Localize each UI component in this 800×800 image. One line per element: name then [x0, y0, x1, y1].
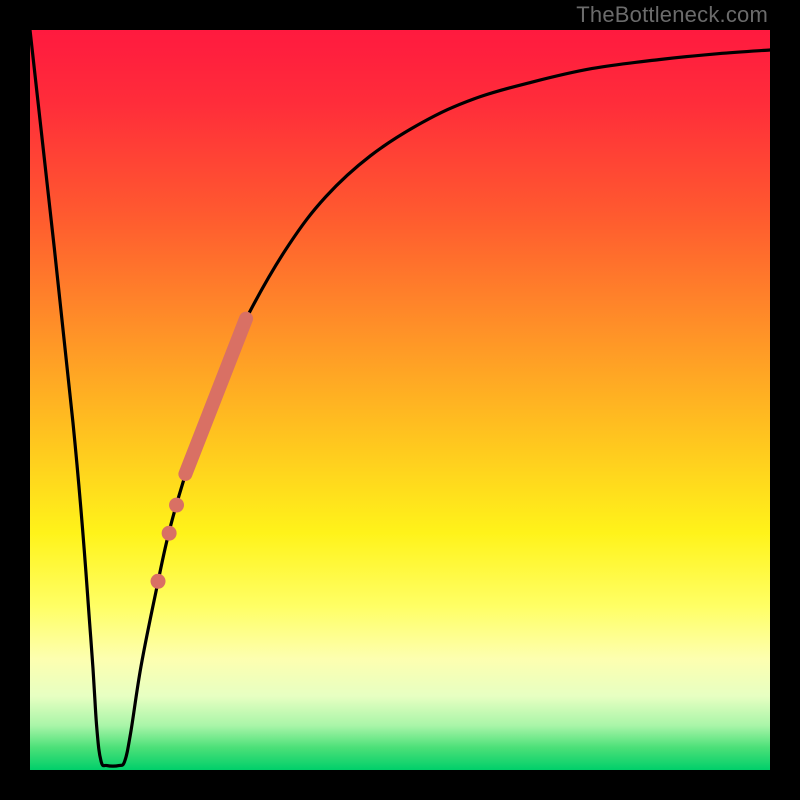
- highlight-dot: [162, 526, 177, 541]
- bottleneck-curve: [30, 30, 770, 766]
- chart-frame: TheBottleneck.com: [0, 0, 800, 800]
- watermark-text: TheBottleneck.com: [576, 2, 768, 28]
- curve-layer: [30, 30, 770, 770]
- plot-area: [30, 30, 770, 770]
- highlight-segment: [185, 319, 246, 474]
- highlight-dot: [151, 574, 166, 589]
- highlight-dot: [169, 498, 184, 513]
